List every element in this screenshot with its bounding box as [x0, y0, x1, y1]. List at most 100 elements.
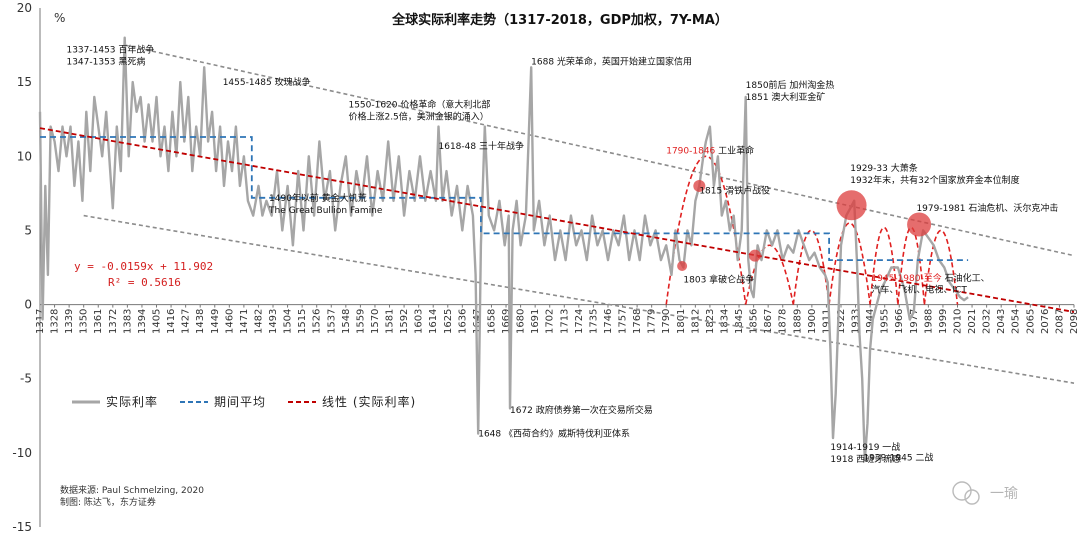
highlight-bubble [907, 212, 932, 237]
x-tick-label: 1999 [938, 309, 949, 334]
annotation-span: 石油化工、 [942, 272, 990, 284]
x-tick-label: 1592 [399, 309, 410, 334]
annotation-label: 1815 滑铁卢战役 [699, 184, 770, 196]
x-tick-label: 1724 [574, 309, 585, 334]
lower-trend-line [83, 214, 1075, 384]
x-tick-label: 1460 [224, 309, 235, 334]
annotation-label: 1939-1945 二战 [863, 452, 933, 463]
x-tick-label: 2087 [1054, 309, 1065, 334]
annotation-label: 价格上涨2.5倍，美洲金银的涌入） [348, 110, 488, 122]
x-tick-label: 1405 [152, 309, 163, 334]
x-tick-label: 1438 [195, 309, 206, 334]
x-tick-label: 1372 [108, 309, 119, 334]
highlight-bubble [836, 190, 867, 221]
x-tick-label: 1394 [137, 309, 148, 334]
x-tick-label: 1966 [894, 309, 905, 334]
x-tick-label: 1801 [676, 309, 687, 334]
highlight-bubbles [677, 179, 932, 272]
x-tick-label: 1911 [821, 309, 832, 334]
x-tick-label: 1548 [341, 309, 352, 334]
y-tick-label: 0 [24, 298, 32, 312]
y-tick-label: 5 [24, 223, 32, 237]
x-tick-label: 1812 [690, 309, 701, 334]
x-tick-label: 1537 [326, 309, 337, 334]
x-tick-label: 1856 [749, 309, 760, 334]
legend-label: 实际利率 [106, 394, 158, 409]
y-tick-label: -15 [12, 520, 32, 534]
watermark-text: 一瑜 [990, 486, 1018, 502]
x-tick-label: 1680 [516, 309, 527, 334]
cycle-curve [897, 227, 926, 305]
y-tick-label: -5 [20, 372, 32, 386]
annotation-label: 1347-1353 黑死病 [66, 55, 145, 67]
legend-label: 线性 (实际利率) [322, 394, 416, 409]
x-tick-label: 1900 [807, 309, 818, 334]
annotation-label: 1929-33 大萧条 [850, 162, 917, 174]
y-tick-label: 20 [17, 1, 32, 15]
annotation-label: 1550-1620 价格革命（意大利北部 [348, 98, 490, 110]
annotation-label: 1790-1846 工业革命 [666, 144, 754, 156]
x-tick-label: 2021 [967, 309, 978, 334]
annotation-label: 1455-1485 玫瑰战争 [223, 76, 311, 88]
x-tick-label: 1493 [268, 309, 279, 334]
x-tick-label: 2076 [1040, 309, 1051, 334]
x-tick-label: 2010 [952, 309, 963, 334]
annotation-label: 1914-1919 一战 [830, 442, 900, 453]
x-tick-label: 1867 [763, 309, 774, 334]
x-tick-label: 2054 [1011, 309, 1022, 334]
x-tick-label: 1713 [559, 309, 570, 334]
highlight-bubble [748, 249, 761, 262]
x-tick-label: 1482 [253, 309, 264, 334]
x-tick-label: 1691 [530, 309, 541, 334]
cycle-curve [869, 227, 899, 305]
x-tick-label: 1526 [312, 309, 323, 334]
annotation-label: 1803 拿破仑战争 [683, 273, 754, 285]
x-tick-label: 2032 [982, 309, 993, 334]
x-tick-label: 1669 [501, 309, 512, 334]
y-axis-unit: % [54, 11, 65, 25]
x-tick-label: 1328 [50, 309, 61, 334]
cycle-curve [828, 222, 871, 305]
x-tick-label: 1504 [283, 309, 294, 334]
y-tick-label: -10 [12, 446, 32, 460]
source-line: 数据来源: Paul Schmelzing, 2020 [60, 484, 204, 496]
x-tick-label: 1471 [239, 309, 250, 334]
x-tick-label: 1383 [122, 309, 133, 334]
x-tick-label: 1845 [734, 309, 745, 334]
r-squared-label: R² = 0.5616 [108, 276, 181, 289]
y-tick-label: 10 [17, 149, 32, 163]
x-tick-label: 1581 [385, 309, 396, 334]
x-tick-label: 1339 [64, 309, 75, 334]
source-line: 制图: 陈达飞，东方证券 [60, 496, 156, 508]
x-tick-label: 1823 [705, 309, 716, 334]
annotation-label: 汽车、飞机、电视、ICT [871, 284, 967, 296]
x-tick-label: 1570 [370, 309, 381, 334]
highlight-bubble [677, 261, 688, 272]
annotation-label: 1618-48 三十年战争 [439, 140, 524, 152]
x-tick-label: 2043 [996, 309, 1007, 334]
x-tick-label: 1878 [778, 309, 789, 334]
annotation-label: 1648 《西荷合约》威斯特伐利亚体系 [478, 428, 630, 440]
x-tick-label: 1636 [457, 309, 468, 334]
x-tick-label: 1350 [79, 309, 90, 334]
wechat-icon [952, 481, 972, 501]
x-tick-label: 1416 [166, 309, 177, 334]
series-real-rate-line [38, 36, 969, 462]
legend: 实际利率 期间平均 线性 (实际利率) [72, 394, 416, 409]
cycle-curve [923, 229, 959, 305]
series-period-average-line [40, 136, 969, 261]
x-tick-label: 1955 [880, 309, 891, 334]
y-tick-label: 15 [17, 75, 32, 89]
annotation-label: 1945-1980-至今 石油化工、 [871, 272, 989, 284]
x-tick-label: 1790 [661, 309, 672, 334]
x-tick-label: 1889 [792, 309, 803, 334]
x-tick-label: 1779 [647, 309, 658, 334]
x-tick-label: 1988 [923, 309, 934, 334]
annotation-red-span: 1790-1846 [666, 146, 715, 156]
x-tick-label: 1757 [618, 309, 629, 334]
x-tick-label: 1427 [181, 309, 192, 334]
series-linear-trend-line [39, 127, 1075, 313]
annotation-label: 1979-1981 石油危机、沃尔克冲击 [916, 202, 1058, 214]
